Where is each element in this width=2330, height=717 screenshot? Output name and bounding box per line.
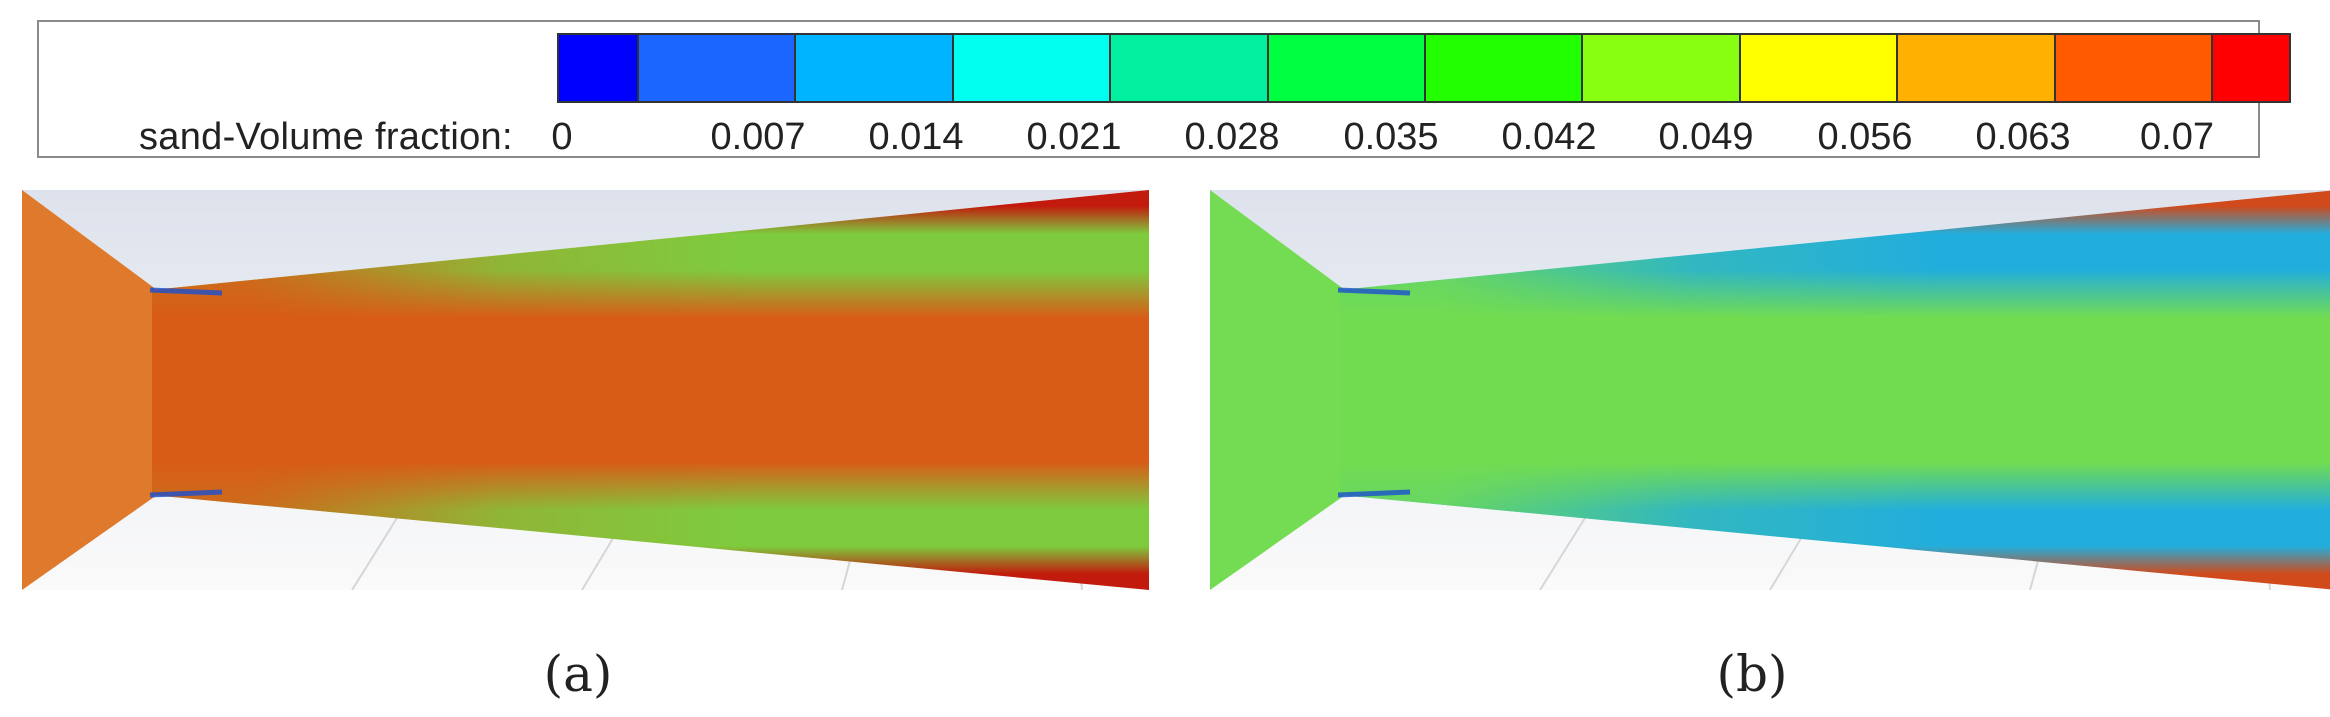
colorbar-tick-label: 0.049 xyxy=(1658,116,1754,158)
colorbar-segment xyxy=(1740,35,1899,101)
colorbar-segment xyxy=(559,35,639,101)
colorbar-tick-label: 0.07 xyxy=(2140,116,2214,158)
colorbar-segment xyxy=(1583,35,1741,101)
colorbar-segment xyxy=(2213,35,2291,101)
throat-edge-bottom xyxy=(149,489,223,498)
throat-edge-top xyxy=(1337,287,1411,296)
caption-b: (b) xyxy=(1716,645,1788,703)
colorbar-tick-label: 0.028 xyxy=(1184,116,1280,158)
caption-a: (a) xyxy=(543,645,613,703)
colorbar-segment xyxy=(1426,35,1584,101)
colorbar-segment xyxy=(638,35,797,101)
contour-plot-b xyxy=(1210,190,2330,590)
throat-edge-top xyxy=(149,287,223,296)
nozzle-inlet xyxy=(22,190,157,590)
colorbar-tick-label: 0.042 xyxy=(1501,116,1597,158)
legend-title: sand-Volume fraction: xyxy=(139,116,513,158)
colorbar-segment xyxy=(953,35,1112,101)
colorbar-legend: sand-Volume fraction: 0 0.007 0.014 0.021 0.… xyxy=(37,20,2291,158)
floor-grid-line xyxy=(1539,509,1591,590)
contour-panel-a xyxy=(22,190,1149,590)
contour-panel-b xyxy=(1210,190,2330,590)
colorbar-segment xyxy=(1898,35,2056,101)
colorbar-tick-label: 0.056 xyxy=(1817,116,1913,158)
nozzle-core-overlay xyxy=(1340,190,2330,590)
colorbar-tick-label: 0.007 xyxy=(710,116,806,158)
throat-edge-bottom xyxy=(1337,489,1411,498)
colorbar-tick-label: 0.021 xyxy=(1026,116,1122,158)
colorbar-segment xyxy=(1111,35,1269,101)
colorbar-tick-label: 0.063 xyxy=(1975,116,2071,158)
contour-plot-a xyxy=(22,190,1149,590)
colorbar-segment xyxy=(2055,35,2214,101)
colorbar-tick-label: 0.014 xyxy=(868,116,964,158)
floor-grid-line xyxy=(351,509,403,590)
colorbar-tick-label: 0.035 xyxy=(1343,116,1439,158)
nozzle-inlet xyxy=(1210,190,1345,590)
colorbar xyxy=(557,33,2291,103)
colorbar-segment xyxy=(1268,35,1426,101)
nozzle-core-overlay xyxy=(152,190,1149,590)
colorbar-segment xyxy=(796,35,954,101)
colorbar-tick-label: 0 xyxy=(551,116,573,158)
